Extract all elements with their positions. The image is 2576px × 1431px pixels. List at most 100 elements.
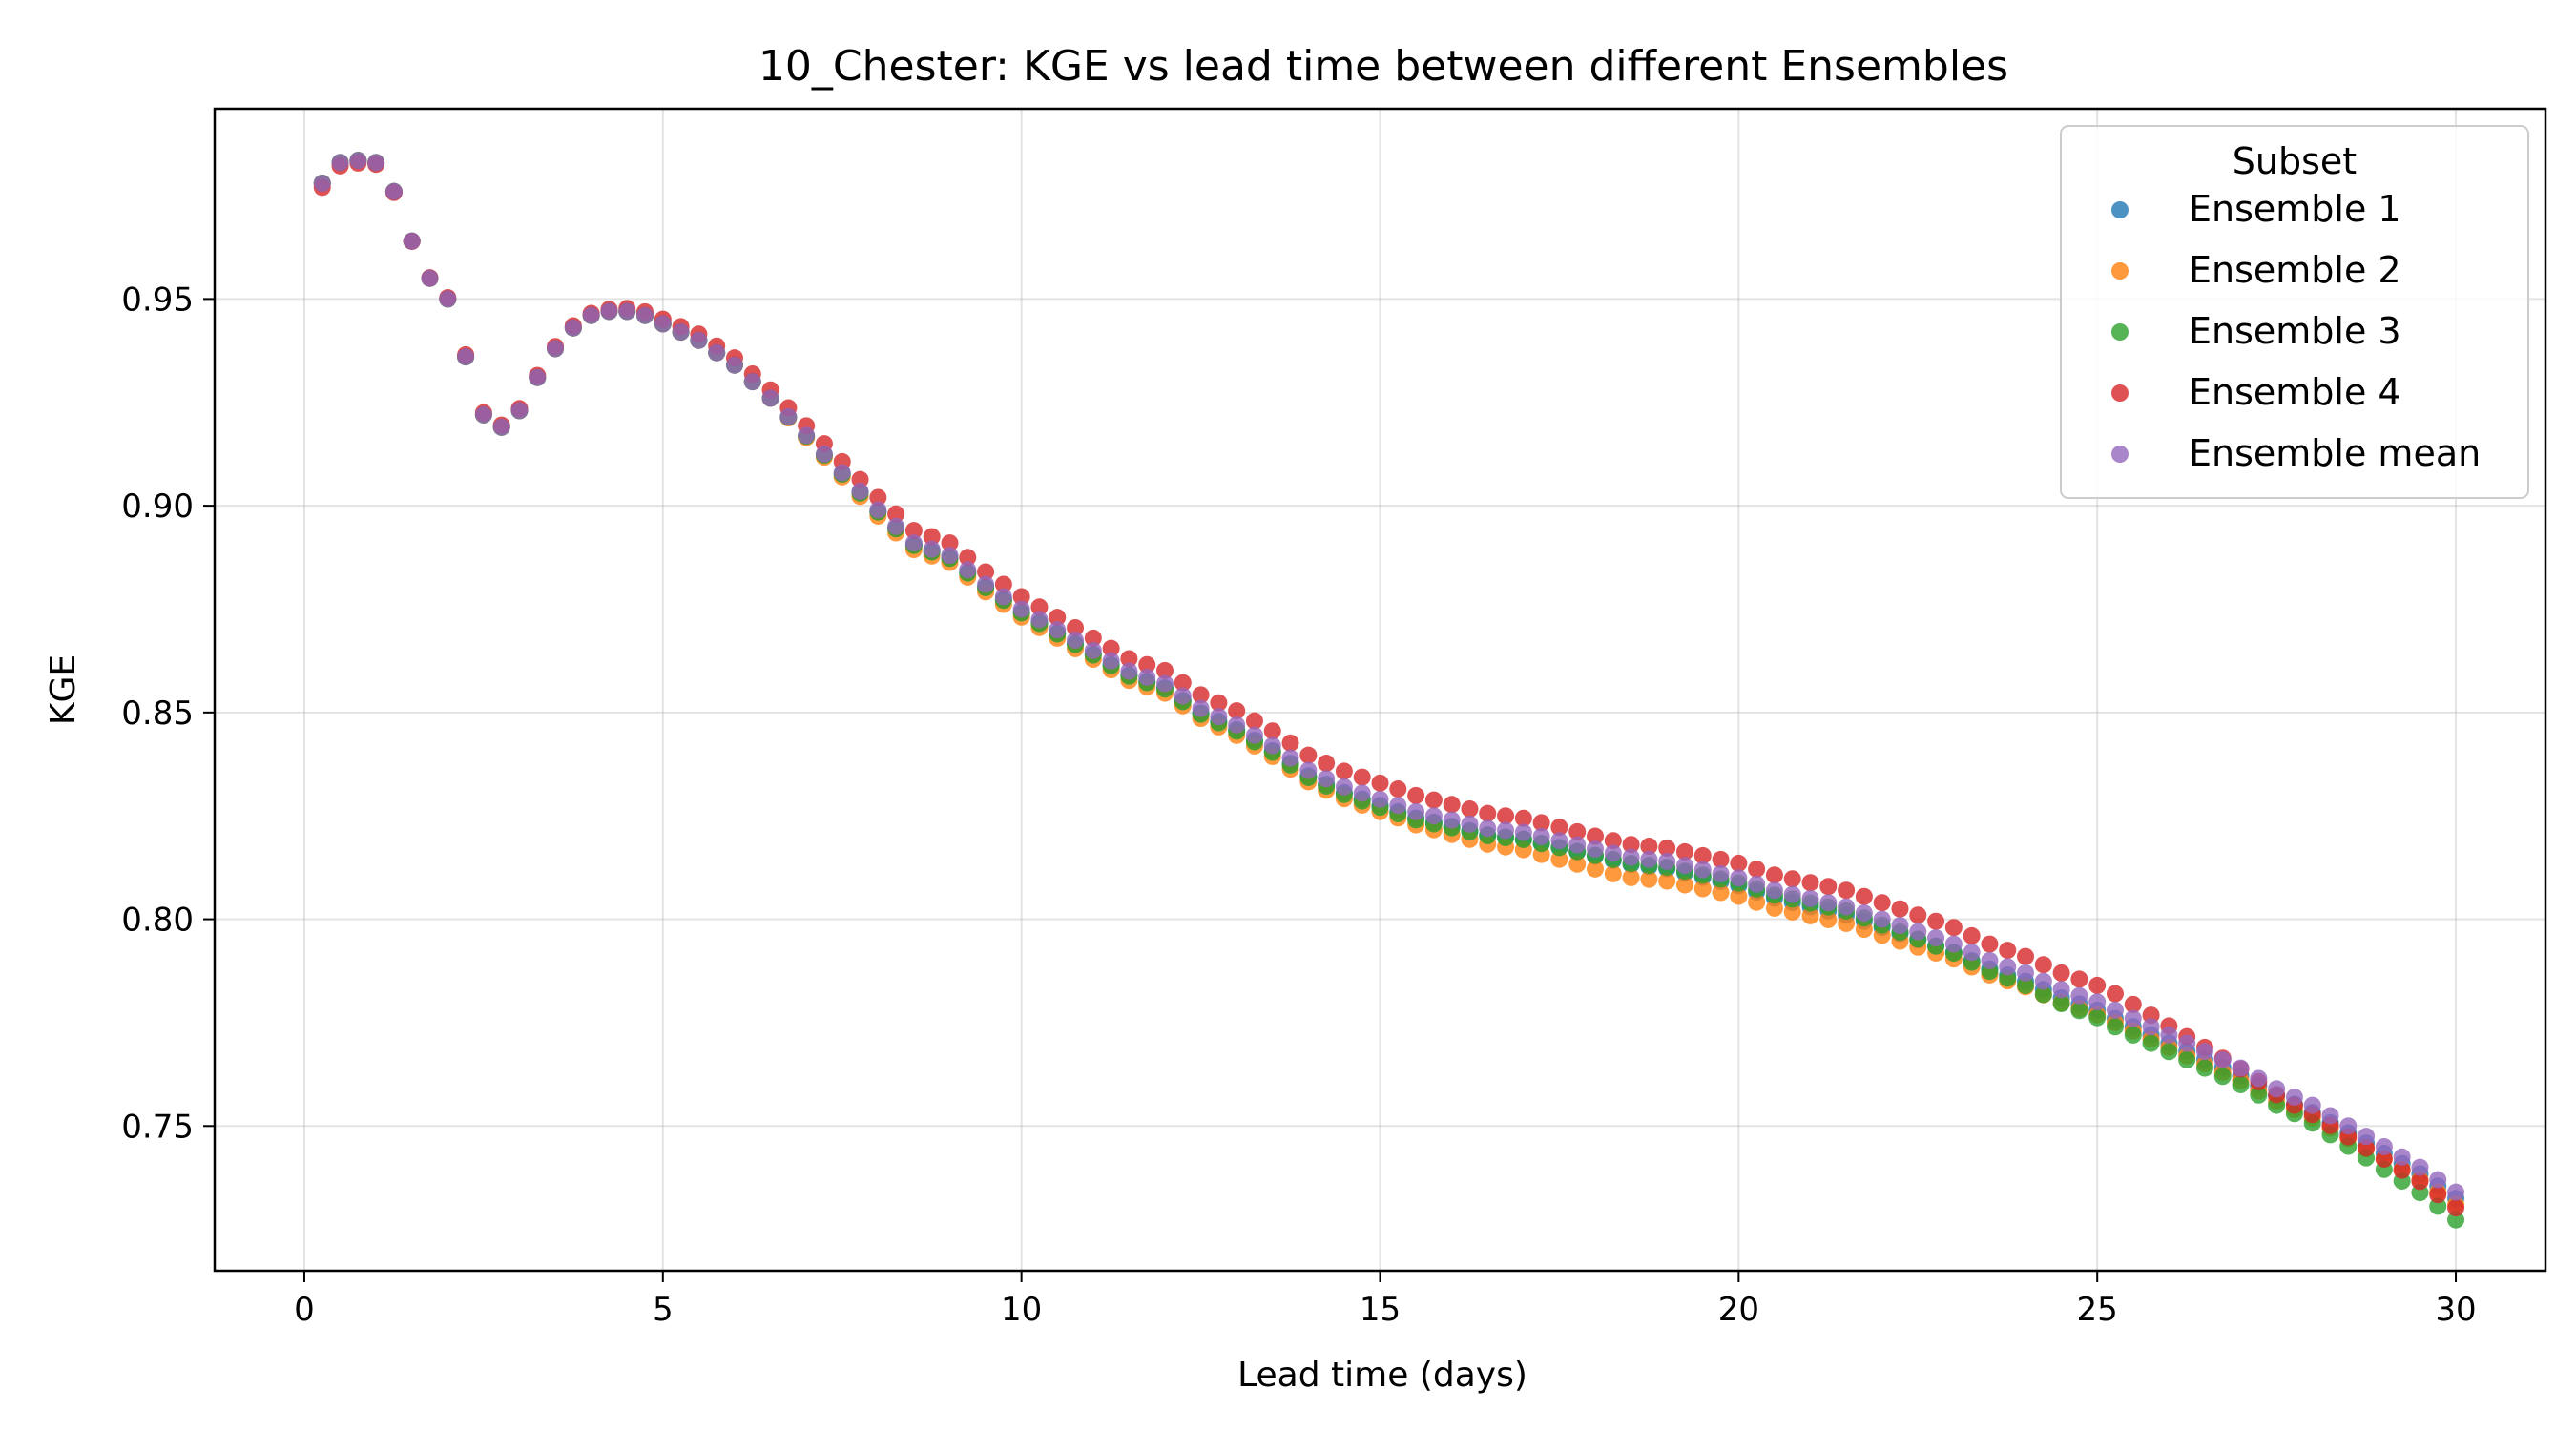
data-point (2034, 956, 2052, 974)
data-point (1801, 874, 1819, 892)
chart-title: 10_Chester: KGE vs lead time between dif… (758, 42, 2008, 91)
data-point (2070, 986, 2088, 1005)
data-point (2088, 976, 2107, 994)
data-points (313, 152, 2465, 1229)
series-ensemble-mean (313, 152, 2465, 1201)
data-point (869, 488, 887, 507)
data-point (690, 331, 708, 349)
y-tick-label: 0.90 (121, 487, 194, 526)
legend-marker (2111, 446, 2129, 463)
data-point (618, 302, 636, 321)
data-point (1658, 872, 1676, 890)
x-tick-label: 25 (2077, 1291, 2118, 1329)
data-point (1407, 786, 1425, 804)
data-point (1138, 668, 1156, 686)
data-point (2447, 1211, 2465, 1229)
data-point (1281, 734, 1299, 752)
data-point (582, 306, 600, 324)
data-point (1102, 652, 1120, 670)
data-point (2429, 1186, 2447, 1204)
data-point (2303, 1096, 2321, 1114)
data-point (1084, 629, 1102, 647)
data-point (887, 517, 905, 535)
data-point (1299, 746, 1318, 764)
x-axis-label: Lead time (days) (1237, 1356, 1527, 1395)
data-point (1658, 839, 1676, 857)
data-point (904, 522, 923, 540)
data-point (1192, 699, 1210, 717)
y-tick-label: 0.75 (121, 1108, 194, 1146)
data-point (1371, 774, 1389, 792)
data-point (1030, 611, 1049, 629)
data-point (1640, 850, 1658, 868)
data-point (474, 405, 492, 424)
data-point (2393, 1148, 2411, 1166)
y-axis-label: KGE (44, 654, 83, 725)
data-point (1263, 722, 1281, 740)
data-point (2447, 1183, 2465, 1201)
data-point (2106, 1001, 2124, 1019)
data-point (1944, 935, 1963, 953)
data-point (2070, 1002, 2088, 1020)
data-point (2393, 1161, 2411, 1179)
data-point (1550, 832, 1568, 850)
data-point (564, 319, 582, 337)
data-point (1765, 866, 1783, 884)
data-point (1819, 894, 1838, 912)
legend: Subset Ensemble 1 Ensemble 2 Ensemble 3 Ens… (2060, 125, 2529, 499)
y-axis-ticks: 0.75 0.80 0.85 0.90 0.95 (121, 280, 215, 1146)
data-point (708, 343, 726, 362)
data-point (2250, 1086, 2268, 1104)
data-point (1424, 791, 1443, 809)
data-point (1371, 790, 1389, 808)
data-point (1012, 588, 1030, 606)
legend-title: Subset (2233, 140, 2357, 182)
data-point (1963, 944, 1981, 962)
legend-label: Ensemble mean (2189, 432, 2481, 474)
legend-marker (2111, 201, 2129, 218)
data-point (2447, 1199, 2465, 1217)
data-point (421, 269, 439, 287)
data-point (1712, 883, 1730, 902)
data-point (1568, 855, 1587, 873)
data-point (2088, 1008, 2107, 1027)
data-point (2411, 1158, 2429, 1176)
data-point (1155, 661, 1174, 679)
data-point (1783, 870, 1801, 888)
data-point (869, 501, 887, 519)
data-point (959, 549, 977, 567)
data-point (1730, 887, 1748, 905)
legend-marker (2111, 384, 2129, 402)
data-point (1981, 951, 1999, 969)
data-point (2052, 964, 2070, 982)
data-point (2358, 1128, 2376, 1146)
data-point (1228, 716, 1246, 734)
data-point (1622, 836, 1640, 854)
data-point (1981, 935, 1999, 953)
data-point (2017, 964, 2035, 982)
data-point (1067, 631, 1085, 649)
data-point (1891, 917, 1909, 935)
data-point (1604, 832, 1622, 850)
data-point (1604, 864, 1622, 882)
data-point (904, 534, 923, 552)
data-point (2052, 981, 2070, 999)
data-point (2178, 1050, 2196, 1068)
data-point (367, 154, 385, 172)
data-point (1855, 904, 1873, 923)
data-point (2232, 1075, 2250, 1093)
data-point (1927, 912, 1945, 930)
data-point (2070, 970, 2088, 988)
data-point (2124, 1026, 2142, 1044)
data-point (2160, 1026, 2178, 1044)
data-point (1909, 906, 1927, 924)
x-tick-label: 10 (1001, 1291, 1042, 1329)
data-point (672, 323, 690, 342)
data-point (2178, 1034, 2196, 1052)
data-point (779, 407, 798, 425)
data-point (2285, 1088, 2303, 1106)
data-point (2142, 1034, 2160, 1052)
data-point (1049, 609, 1067, 627)
data-point (457, 348, 475, 366)
data-point (941, 547, 959, 565)
